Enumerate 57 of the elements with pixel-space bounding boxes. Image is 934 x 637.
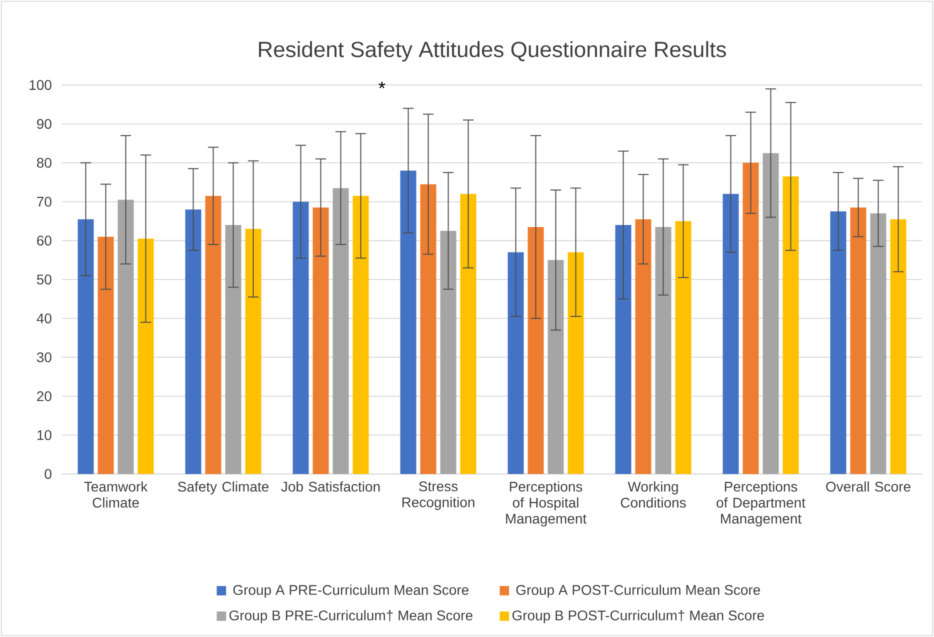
bar	[568, 252, 584, 474]
y-tick-label: 100	[30, 80, 52, 90]
bar	[138, 238, 154, 474]
bar	[292, 202, 309, 474]
legend-label: Group B PRE-Curriculum† Mean Score	[229, 610, 472, 624]
y-tick-label: 0	[44, 469, 52, 479]
x-tick-label: Perceptions of Department Management	[716, 481, 806, 526]
bar	[850, 208, 866, 474]
bar	[742, 162, 759, 474]
bar	[782, 176, 799, 474]
legend-label: Group A PRE-Curriculum Mean Score	[233, 584, 468, 598]
annotation: *	[378, 82, 386, 88]
x-tick-label: Perceptions of Hospital Management	[506, 481, 586, 526]
bar	[890, 219, 906, 474]
bar	[78, 219, 94, 474]
y-tick-label: 30	[36, 352, 52, 362]
bar	[635, 219, 652, 474]
bar	[98, 236, 114, 474]
bar	[870, 213, 886, 474]
legend-label: Group B POST-Curriculum† Mean Score	[512, 610, 764, 624]
bar	[245, 228, 262, 474]
legend-label: Group A POST-Curriculum Mean Score	[516, 584, 760, 598]
bar	[762, 153, 779, 474]
bar	[312, 208, 329, 474]
x-tick-label: Safety Climate	[178, 481, 269, 494]
chart-title: Resident Safety Attitudes Questionnaire Results	[259, 41, 726, 62]
y-tick-label: 10	[37, 430, 52, 440]
bar	[332, 188, 349, 474]
y-tick-label: 40	[36, 313, 52, 324]
bar	[400, 170, 416, 474]
bar	[615, 225, 632, 474]
bar	[722, 194, 739, 474]
y-tick-label: 60	[37, 236, 52, 246]
x-tick-label: Teamwork Climate	[84, 481, 148, 508]
bar	[548, 260, 564, 474]
x-tick-label: Overall Score	[826, 481, 910, 492]
bar	[440, 230, 456, 474]
bar	[225, 225, 242, 474]
y-tick-label: 90	[37, 118, 52, 129]
bar	[528, 226, 544, 474]
y-tick-label: 70	[37, 196, 52, 207]
bar	[830, 211, 846, 474]
x-tick-label: Working Conditions	[620, 481, 686, 508]
bar	[352, 196, 369, 474]
bar	[420, 184, 436, 474]
bar	[675, 221, 692, 474]
y-tick-label: 80	[36, 158, 52, 168]
bar	[185, 209, 202, 474]
bar	[118, 200, 134, 474]
x-tick-label: Job Satisfaction	[281, 481, 380, 492]
bar	[460, 194, 476, 474]
bar	[655, 226, 672, 474]
y-tick-label: 50	[36, 274, 52, 284]
x-tick-label: Stress Recognition	[402, 481, 474, 510]
y-tick-label: 20	[37, 391, 52, 402]
bar	[508, 252, 524, 474]
bar	[205, 196, 222, 474]
